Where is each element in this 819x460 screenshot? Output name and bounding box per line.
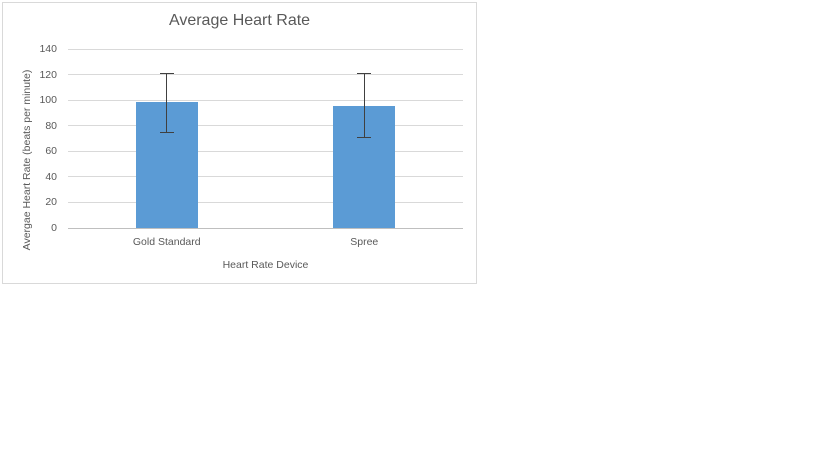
x-tick-label: Spree xyxy=(350,236,379,248)
gridline xyxy=(68,74,463,76)
x-axis-title: Heart Rate Device xyxy=(222,259,309,271)
y-tick-label: 80 xyxy=(45,119,57,132)
gridline xyxy=(68,176,463,178)
y-tick-label: 20 xyxy=(45,196,57,209)
x-axis-line xyxy=(68,227,463,229)
y-tick-label: 100 xyxy=(39,94,57,107)
y-tick-label: 60 xyxy=(45,145,57,158)
x-tick-label: Gold Standard xyxy=(132,236,201,248)
y-tick-label: 120 xyxy=(39,68,57,81)
y-tick-label: 0 xyxy=(51,222,57,234)
gridline xyxy=(68,125,463,127)
plot-area xyxy=(68,48,463,229)
gridline xyxy=(68,150,463,152)
chart-title: Average Heart Rate xyxy=(168,12,311,29)
y-tick-label: 40 xyxy=(45,170,57,183)
gridline xyxy=(68,48,463,50)
bar-spree xyxy=(333,105,396,228)
y-tick-label: 140 xyxy=(39,43,57,55)
gridline xyxy=(68,99,463,101)
bar-gold-standard xyxy=(135,102,198,228)
gridline xyxy=(68,201,463,203)
chart-container: Average Heart Rate Avergae Heart Rate (b… xyxy=(2,2,477,284)
